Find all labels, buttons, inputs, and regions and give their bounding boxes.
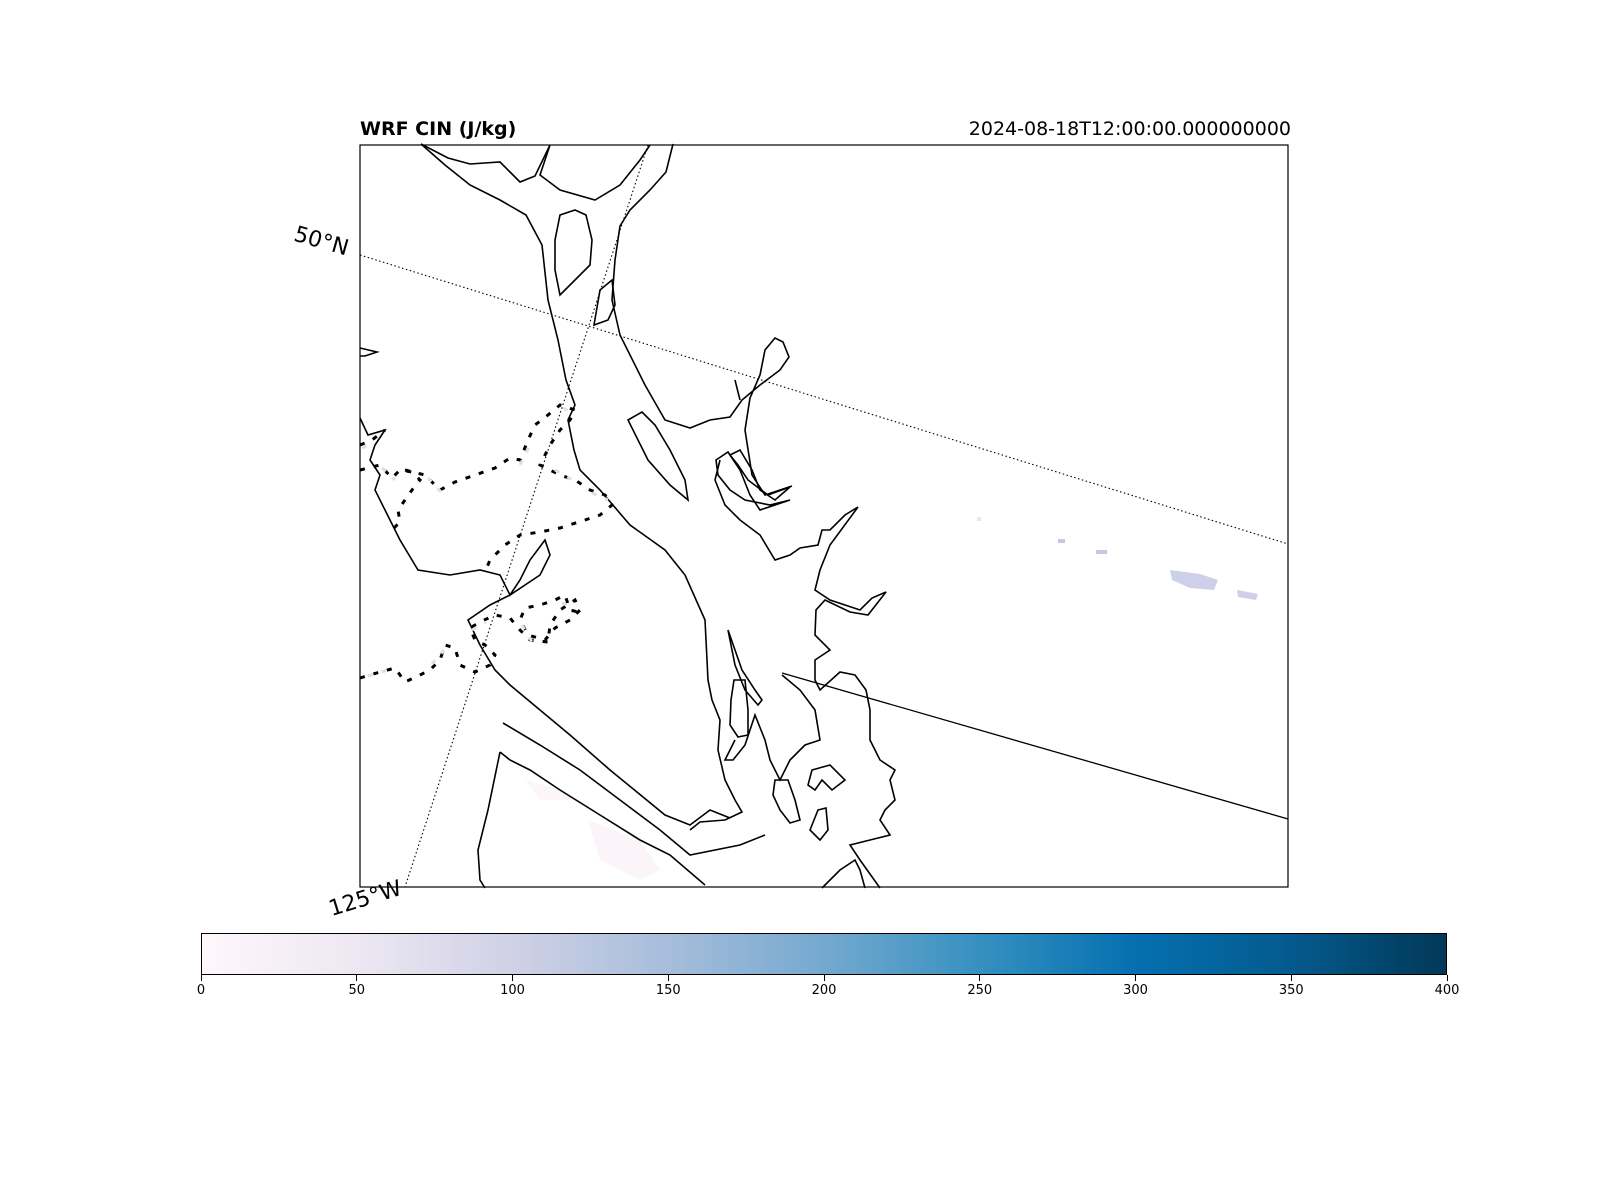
cin-patch (588, 820, 660, 880)
colorbar-tick (1135, 975, 1136, 981)
contour-line (359, 403, 615, 573)
colorbar-tick-label: 400 (1434, 983, 1460, 998)
colorbar-tick (979, 975, 981, 981)
colorbar (201, 933, 1447, 975)
colorbar-tick-label: 250 (967, 983, 993, 998)
cin-patch (1237, 590, 1258, 600)
colorbar-tick-label: 100 (500, 983, 525, 998)
colorbar-tick (200, 975, 202, 981)
colorbar-tick (823, 975, 825, 981)
colorbar-tick-label: 50 (348, 983, 366, 998)
contour-line (361, 406, 609, 502)
colorbar-tick-label: 150 (655, 983, 681, 998)
cin-patch (1058, 539, 1065, 543)
map-time: 2024-08-18T12:00:00.000000000 (968, 118, 1291, 140)
border-line (781, 672, 1289, 820)
colorbar-tick (356, 975, 358, 981)
lat-gridline (359, 254, 1289, 545)
colorbar-tick (512, 975, 513, 981)
colorbar-tick-label: 350 (1278, 983, 1304, 998)
contour-line (367, 601, 575, 678)
colorbar-tick (1446, 975, 1448, 981)
map-title: WRF CIN (J/kg) (360, 118, 517, 140)
colorbar-tick (1290, 975, 1292, 981)
cin-patch (1096, 550, 1107, 554)
colorbar-tick-label: 300 (1123, 983, 1148, 998)
colorbar-tick (667, 975, 669, 981)
contour-line (359, 592, 582, 684)
colorbar-tick-label: 200 (811, 983, 837, 998)
lon-gridline (404, 144, 649, 888)
graticule (359, 144, 1289, 888)
cin-patch (977, 517, 981, 521)
cin-shading (525, 517, 1258, 880)
cin-contours (359, 403, 615, 684)
colorbar-tick-label: 0 (196, 983, 206, 998)
map-frame (359, 144, 1289, 888)
coastlines (359, 143, 897, 889)
cin-patch (525, 780, 575, 800)
cin-patch (1170, 570, 1218, 590)
